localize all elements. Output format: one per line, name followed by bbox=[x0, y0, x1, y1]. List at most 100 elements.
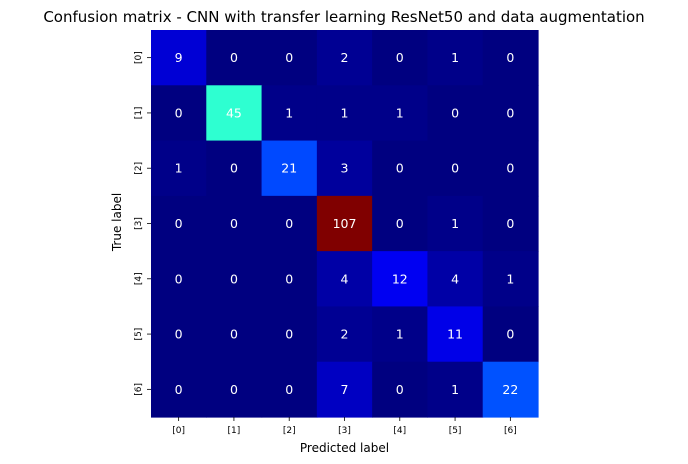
heatmap-cell bbox=[372, 140, 429, 197]
heatmap-cell bbox=[206, 30, 263, 86]
heatmap-cell bbox=[316, 30, 373, 86]
heatmap-cell bbox=[206, 251, 263, 308]
y-tick-labels: [0] [1] [2] [3] [4] [5] [6] bbox=[134, 51, 151, 396]
cell-value-label: 0 bbox=[175, 105, 183, 120]
cell-value-label: 0 bbox=[175, 216, 183, 231]
heatmap-cell bbox=[261, 251, 318, 308]
cell-value-label: 0 bbox=[451, 105, 459, 120]
cell-value-label: 1 bbox=[506, 271, 514, 286]
cell-value-label: 0 bbox=[285, 382, 293, 397]
x-tick-label: [3] bbox=[338, 426, 351, 436]
heatmap-cell bbox=[206, 195, 263, 252]
cell-value-label: 0 bbox=[506, 50, 514, 65]
heatmap-cell bbox=[261, 195, 318, 252]
cell-value-label: 0 bbox=[230, 327, 238, 342]
cell-value-label: 0 bbox=[230, 50, 238, 65]
heatmap-cell bbox=[151, 361, 207, 418]
x-tick-label: [0] bbox=[172, 426, 185, 436]
cell-value-label: 0 bbox=[396, 161, 404, 176]
cell-value-label: 1 bbox=[451, 216, 459, 231]
cell-value-label: 1 bbox=[451, 50, 459, 65]
heatmap-cell bbox=[427, 306, 484, 363]
heatmap-cell bbox=[427, 30, 484, 86]
cell-value-label: 1 bbox=[175, 161, 183, 176]
x-tick-label: [1] bbox=[228, 426, 241, 436]
heatmap-cell bbox=[151, 140, 207, 197]
cell-value-label: 0 bbox=[285, 327, 293, 342]
heatmap-cell bbox=[261, 361, 318, 418]
heatmap-cell bbox=[372, 195, 429, 252]
cell-value-label: 45 bbox=[226, 105, 242, 120]
cell-value-label: 1 bbox=[285, 105, 293, 120]
heatmap-cell bbox=[427, 140, 484, 197]
heatmap-cell bbox=[316, 306, 373, 363]
y-axis-label: True label bbox=[110, 193, 124, 252]
heatmap-cell bbox=[482, 361, 539, 418]
cell-value-label: 107 bbox=[333, 216, 357, 231]
heatmap-cell bbox=[316, 85, 373, 142]
cell-value-label: 0 bbox=[230, 216, 238, 231]
cell-value-label: 1 bbox=[341, 105, 349, 120]
heatmap-cell bbox=[206, 306, 263, 363]
cell-value-label: 1 bbox=[396, 105, 404, 120]
cell-value-label: 0 bbox=[396, 216, 404, 231]
heatmap-cell bbox=[261, 306, 318, 363]
heatmap-cell bbox=[206, 85, 263, 142]
cell-value-label: 0 bbox=[506, 161, 514, 176]
heatmap-cell bbox=[261, 30, 318, 86]
y-tick-label: [0] bbox=[134, 51, 144, 64]
cell-value-label: 11 bbox=[447, 327, 463, 342]
cell-value-label: 3 bbox=[341, 161, 349, 176]
cell-value-label: 21 bbox=[281, 161, 297, 176]
heatmap-cell bbox=[482, 30, 539, 86]
heatmap-cell bbox=[372, 361, 429, 418]
heatmap-cells: 9 0 0 2 0 1 00 45 1 1 1 0 01 0 21 3 0 0 00 0 0 107 0 1 00 0 0 4 12 4 1… bbox=[151, 30, 539, 418]
cell-value-label: 0 bbox=[230, 161, 238, 176]
x-tick-label: [6] bbox=[504, 426, 517, 436]
cell-value-label: 4 bbox=[341, 271, 349, 286]
x-axis-label: Predicted label bbox=[300, 441, 389, 455]
heatmap-cell bbox=[206, 361, 263, 418]
y-tick-label: [2] bbox=[134, 162, 144, 175]
heatmap-cell bbox=[316, 251, 373, 308]
cell-value-label: 0 bbox=[230, 382, 238, 397]
cell-value-label: 0 bbox=[396, 382, 404, 397]
x-tick-label: [4] bbox=[393, 426, 406, 436]
heatmap-cell bbox=[206, 140, 263, 197]
cell-value-label: 0 bbox=[175, 327, 183, 342]
cell-value-label: 12 bbox=[392, 271, 408, 286]
heatmap-cell bbox=[482, 140, 539, 197]
heatmap-cell bbox=[372, 306, 429, 363]
cell-value-label: 9 bbox=[175, 50, 183, 65]
heatmap-cell bbox=[427, 251, 484, 308]
heatmap-cell bbox=[151, 30, 207, 86]
y-tick-label: [6] bbox=[134, 383, 144, 396]
heatmap-cell bbox=[482, 251, 539, 308]
cell-value-label: 7 bbox=[341, 382, 349, 397]
heatmap-cell bbox=[427, 85, 484, 142]
x-tick-label: [2] bbox=[283, 426, 296, 436]
cell-value-label: 4 bbox=[451, 271, 459, 286]
heatmap-cell bbox=[151, 251, 207, 308]
heatmap-cell bbox=[316, 361, 373, 418]
heatmap-cell bbox=[427, 195, 484, 252]
heatmap-cell bbox=[482, 306, 539, 363]
heatmap-cell bbox=[316, 140, 373, 197]
heatmap-cell bbox=[151, 306, 207, 363]
heatmap-cell bbox=[151, 195, 207, 252]
heatmap-cell bbox=[482, 85, 539, 142]
cell-value-label: 0 bbox=[175, 382, 183, 397]
y-tick-label: [3] bbox=[134, 217, 144, 230]
heatmap-cell bbox=[316, 195, 373, 252]
cell-value-label: 0 bbox=[230, 271, 238, 286]
heatmap-cell bbox=[372, 85, 429, 142]
cell-value-label: 1 bbox=[451, 382, 459, 397]
heatmap-cell bbox=[482, 195, 539, 252]
cell-value-label: 0 bbox=[285, 50, 293, 65]
chart-title: Confusion matrix - CNN with transfer lea… bbox=[43, 8, 644, 26]
cell-value-label: 0 bbox=[451, 161, 459, 176]
cell-value-label: 0 bbox=[506, 216, 514, 231]
cell-value-label: 2 bbox=[341, 50, 349, 65]
cell-value-label: 0 bbox=[396, 50, 404, 65]
